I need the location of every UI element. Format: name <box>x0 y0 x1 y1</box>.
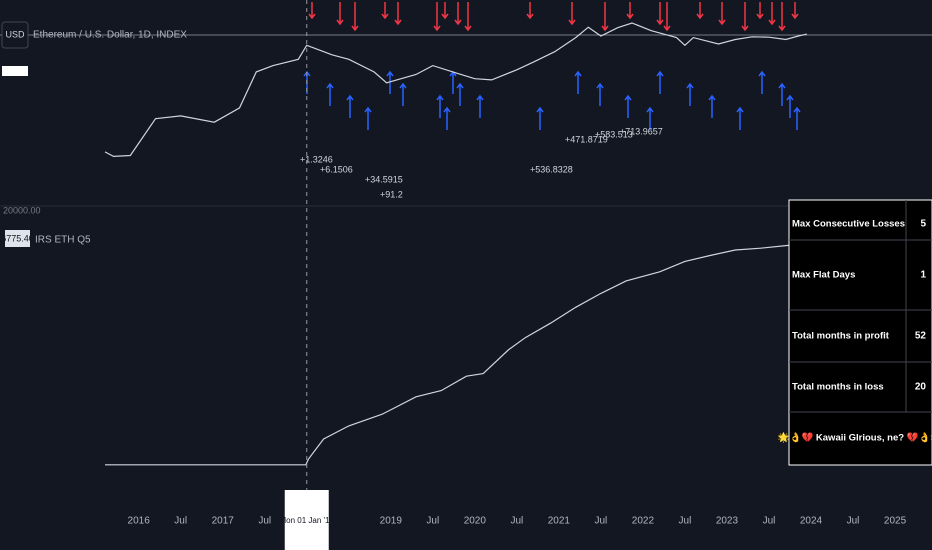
price-line-series <box>105 242 807 466</box>
table-label: Total months in profit <box>792 331 890 342</box>
table-label: Max Consecutive Losses <box>792 219 905 230</box>
sell-arrow <box>741 2 749 32</box>
table-value: 5 <box>920 219 926 230</box>
trade-label: +583.513 <box>595 129 633 139</box>
x-tick-label: Jul <box>679 516 692 527</box>
sell-arrow <box>568 2 576 26</box>
buy-arrow <box>449 70 457 94</box>
table-label: Total months in loss <box>792 382 884 393</box>
x-tick-label: 2019 <box>380 516 403 527</box>
table-value: 20 <box>915 382 927 393</box>
trade-label: +34.5915 <box>365 174 403 184</box>
buy-arrow <box>786 94 794 118</box>
table-value: 1 <box>920 270 926 281</box>
buy-arrow <box>536 106 544 130</box>
sell-arrow <box>394 2 402 26</box>
sell-arrow <box>696 2 704 20</box>
buy-arrow <box>386 70 394 94</box>
buy-arrow <box>346 94 354 118</box>
indicator-title: IRS ETH Q5 <box>35 235 91 246</box>
buy-arrow <box>443 106 451 130</box>
trade-label: +471.8719 <box>565 134 608 144</box>
x-tick-label: 2017 <box>212 516 235 527</box>
x-tick-label: Jul <box>847 516 860 527</box>
x-tick-label: Jul <box>258 516 271 527</box>
price-label-box <box>5 230 30 247</box>
x-tick-label: Jul <box>594 516 607 527</box>
stats-table <box>788 199 932 466</box>
trade-label: +1.3246 <box>300 154 333 164</box>
x-tick-label: Jul <box>510 516 523 527</box>
buy-arrow <box>793 106 801 130</box>
sell-arrow <box>381 2 389 20</box>
buy-arrow <box>686 82 694 106</box>
x-tick-label: 2023 <box>716 516 739 527</box>
buy-arrow <box>758 70 766 94</box>
table-label: Max Flat Days <box>792 270 855 281</box>
legend-swatch <box>2 66 28 76</box>
x-tick-label: 2020 <box>464 516 487 527</box>
symbol-title: Ethereum / U.S. Dollar, 1D, INDEX <box>33 30 187 41</box>
price-line-series <box>104 22 807 158</box>
sell-arrow <box>778 2 786 32</box>
sell-arrow <box>601 2 609 32</box>
buy-arrow <box>624 94 632 118</box>
buy-arrow <box>476 94 484 118</box>
currency: USD <box>5 29 25 39</box>
trade-label: +536.8328 <box>530 164 573 174</box>
x-tick-label: 2021 <box>548 516 571 527</box>
sell-arrow <box>336 2 344 26</box>
price-label: 20000.00 <box>3 205 41 215</box>
buy-arrow <box>736 106 744 130</box>
sell-arrow <box>768 2 776 26</box>
sell-arrow <box>433 2 441 32</box>
currency-box <box>1 21 29 49</box>
table-value: 52 <box>915 331 927 342</box>
buy-arrow <box>656 70 664 94</box>
sell-arrow <box>441 2 449 20</box>
x-tick-label: Jul <box>426 516 439 527</box>
sell-arrow <box>351 2 359 32</box>
buy-arrow <box>436 94 444 118</box>
sell-arrow <box>526 2 534 20</box>
buy-arrow <box>326 82 334 106</box>
buy-arrow <box>456 82 464 106</box>
table-footer: 🌟👌💔 Kawaii Glrious, ne? 💔👌🌟 <box>778 432 932 444</box>
buy-arrow <box>364 106 372 130</box>
sell-arrow <box>308 2 316 20</box>
buy-arrow <box>596 82 604 106</box>
trade-label: +91.2 <box>380 189 403 199</box>
sell-arrow <box>756 2 764 20</box>
sell-arrow <box>663 2 671 32</box>
trade-label: +713.9657 <box>620 126 663 136</box>
x-tick-label: Jul <box>174 516 187 527</box>
x-tick-label: 2024 <box>800 516 823 527</box>
sell-arrow <box>626 2 634 20</box>
x-tick-label: 2016 <box>128 516 151 527</box>
buy-arrow <box>646 106 654 130</box>
crosshair-label-box <box>284 490 329 550</box>
x-tick-label: 2025 <box>884 516 907 527</box>
buy-arrow <box>708 94 716 118</box>
sell-arrow <box>464 2 472 32</box>
sell-arrow <box>454 2 462 26</box>
buy-arrow <box>778 82 786 106</box>
x-tick-label: Jul <box>763 516 776 527</box>
sell-arrow <box>718 2 726 26</box>
x-tick-label: 2022 <box>632 516 655 527</box>
trade-label: +6.1506 <box>320 164 353 174</box>
sell-arrow <box>791 2 799 20</box>
crosshair-label: Mon 01 Jan '18 <box>280 516 335 525</box>
buy-arrow <box>399 82 407 106</box>
price-label: 6775.40 <box>1 233 34 243</box>
buy-arrow <box>574 70 582 94</box>
sell-arrow <box>656 2 664 26</box>
